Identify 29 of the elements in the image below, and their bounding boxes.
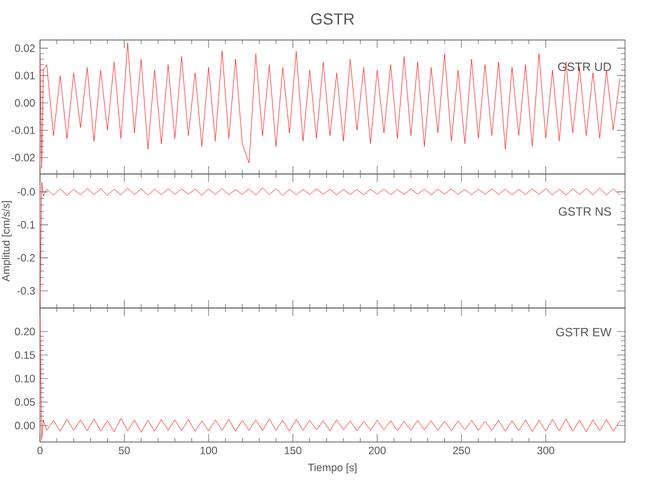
y-tick-label: -0.02	[11, 154, 35, 162]
chart-title: GSTR	[311, 13, 354, 25]
y-tick-label: 0.10	[14, 374, 35, 382]
line-series	[40, 42, 620, 169]
x-tick-label: 150	[284, 446, 302, 454]
line-series	[40, 182, 620, 308]
x-tick-label: 50	[118, 446, 130, 454]
x-tick-label: 0	[37, 446, 43, 454]
y-tick-label: -0.01	[11, 126, 35, 134]
y-tick-label: -0.0	[17, 188, 35, 196]
y-tick-label: 0.01	[14, 72, 35, 80]
y-tick-label: -0.1	[17, 221, 35, 229]
line-series	[40, 312, 620, 440]
x-tick-label: 200	[368, 446, 386, 454]
y-tick-label: 0.05	[14, 398, 35, 406]
x-tick-label: 300	[537, 446, 554, 454]
annotation: GSTR EW	[556, 328, 612, 336]
y-tick-label: 0.15	[14, 351, 35, 359]
y-tick-label: -0.2	[17, 254, 35, 262]
y-tick-label: 0.00	[14, 99, 35, 107]
x-axis-title: Tiempo [s]	[308, 463, 356, 474]
annotation: GSTR NS	[558, 207, 611, 216]
y-tick-label: -0.3	[17, 287, 35, 295]
x-tick-label: 100	[200, 446, 218, 454]
y-tick-label: 0.20	[14, 328, 35, 336]
y-tick-label: 0.02	[14, 44, 35, 52]
y-axis-title: Amplitud [cm/s/s]	[2, 201, 12, 282]
x-tick-label: 250	[453, 446, 470, 454]
y-tick-label: 0.00	[14, 422, 35, 430]
